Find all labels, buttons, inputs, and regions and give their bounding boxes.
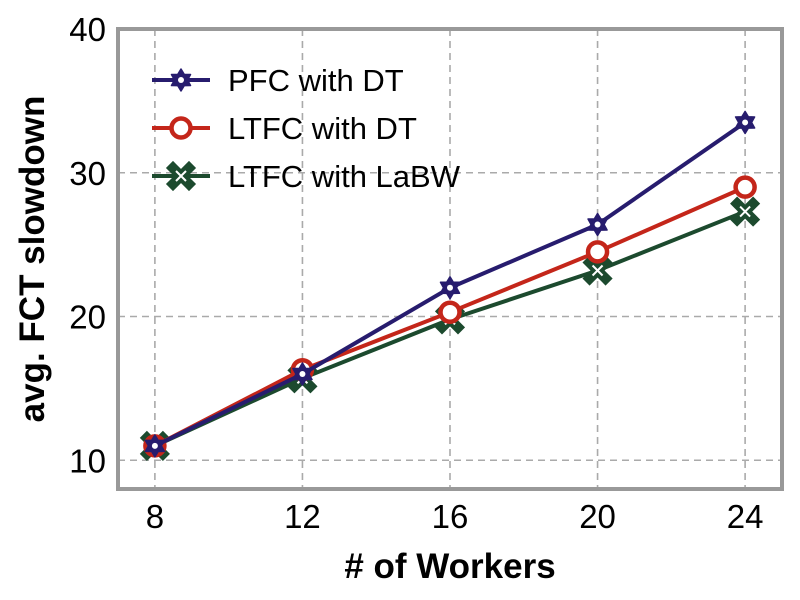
x-tick-label: 24 — [727, 498, 764, 535]
data-point — [587, 212, 608, 237]
data-point — [438, 300, 462, 324]
y-tick-label: 10 — [69, 442, 106, 479]
x-tick-label: 16 — [432, 498, 469, 535]
y-tick-label: 30 — [69, 155, 106, 192]
data-point — [292, 362, 313, 386]
tick-labels: 8 12 16 20 24 10 20 30 40 — [69, 11, 763, 535]
data-point — [582, 255, 613, 286]
legend-entry: LTFC with LaBW — [152, 159, 461, 194]
data-point — [439, 276, 461, 300]
plot-frame — [116, 27, 784, 491]
legend-marker — [165, 160, 197, 192]
data-point — [730, 196, 761, 227]
legend-label: LTFC with LaBW — [228, 159, 461, 194]
data-point — [144, 434, 166, 458]
legend-marker — [170, 68, 192, 92]
x-tick-label: 8 — [146, 498, 164, 535]
y-axis-title: avg. FCT slowdown — [13, 96, 52, 423]
grid — [118, 29, 782, 489]
y-tick-label: 40 — [69, 11, 106, 48]
x-tick-label: 20 — [579, 498, 616, 535]
data-point — [733, 175, 757, 199]
legend-marker — [169, 116, 193, 140]
x-axis-title: # of Workers — [344, 547, 555, 586]
data-point — [585, 240, 610, 264]
legend-entry: PFC with DT — [152, 63, 404, 98]
legend: PFC with DT LTFC with DT LTFC with LaBW — [152, 63, 461, 194]
legend-label: PFC with DT — [228, 63, 404, 98]
legend-entry: LTFC with DT — [152, 111, 417, 146]
x-tick-label: 12 — [284, 498, 321, 535]
series-layer — [139, 110, 761, 461]
legend-label: LTFC with DT — [228, 111, 417, 146]
series-0 — [144, 110, 756, 458]
y-tick-label: 20 — [69, 299, 106, 336]
data-point — [734, 110, 756, 135]
